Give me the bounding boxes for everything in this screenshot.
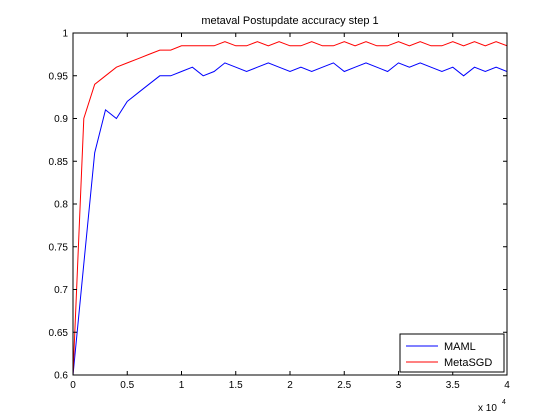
x-axis-multiplier: x 10 4 xyxy=(478,399,506,414)
legend-label-metasgd: MetaSGD xyxy=(444,357,492,369)
legend-box xyxy=(399,333,505,373)
legend: MAML MetaSGD xyxy=(399,333,505,373)
y-tick-label: 0.9 xyxy=(54,114,68,125)
y-tick-label: 0.75 xyxy=(49,242,69,253)
series-layer xyxy=(73,41,507,375)
x-axis-multiplier-base: x 10 xyxy=(478,403,497,414)
x-tick-label: 2 xyxy=(287,380,293,391)
x-tick-label: 3.5 xyxy=(446,380,460,391)
x-tick-label: 0.5 xyxy=(120,380,134,391)
x-axis-multiplier-exponent: 4 xyxy=(502,399,506,406)
y-tick-label: 0.95 xyxy=(49,71,69,82)
series-line-maml xyxy=(73,62,507,375)
x-tick-label: 3 xyxy=(396,380,402,391)
y-tick-label: 0.85 xyxy=(49,157,69,168)
y-tick-label: 0.7 xyxy=(54,285,68,296)
y-tick-label: 1 xyxy=(62,29,68,40)
y-tick-label: 0.65 xyxy=(49,328,69,339)
y-tick-label: 0.8 xyxy=(54,200,68,211)
x-tick-label: 1.5 xyxy=(229,380,243,391)
y-tick-label: 0.6 xyxy=(54,371,68,382)
y-axis: 0.6 0.65 0.7 0.75 0.8 0.85 0.9 0.95 1 xyxy=(49,29,507,382)
plot-area-frame xyxy=(72,32,508,376)
series-line-metasgd xyxy=(73,41,507,375)
x-tick-label: 1 xyxy=(179,380,185,391)
x-tick-label: 4 xyxy=(504,380,510,391)
x-tick-label: 2.5 xyxy=(337,380,351,391)
legend-label-maml: MAML xyxy=(444,341,476,353)
chart-title: metaval Postupdate accuracy step 1 xyxy=(201,15,378,27)
x-tick-label: 0 xyxy=(70,380,76,391)
x-axis: 0 0.5 1 1.5 2 2.5 3 3.5 4 xyxy=(70,33,510,391)
